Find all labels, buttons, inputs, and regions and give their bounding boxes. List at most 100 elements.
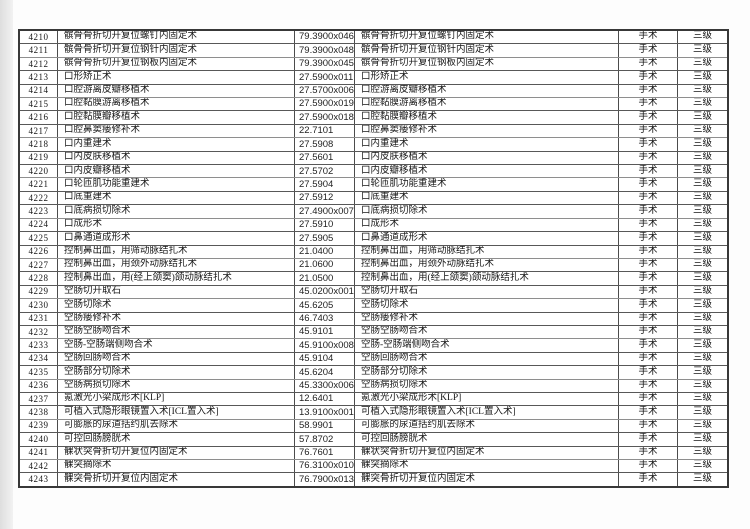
- procedure-name-repeat: 髁突摘除术: [355, 460, 619, 473]
- procedure-code: 45.9100x008: [295, 339, 355, 352]
- level-value: 三级: [692, 312, 712, 323]
- procedure-name: 空肠空肠吻合术: [58, 325, 295, 339]
- category-value: 手术: [619, 98, 678, 111]
- procedure-name: 口底病损切除术: [58, 205, 295, 218]
- row-number: 4220: [20, 165, 58, 178]
- procedure-code: 27.5908: [295, 138, 355, 151]
- level-value: 三级: [692, 460, 712, 471]
- procedure-name: 口内皮瓣移植术: [58, 165, 295, 178]
- level-value: 三级: [692, 219, 712, 230]
- row-number: 4211: [20, 44, 58, 57]
- category-value: 手术: [619, 366, 678, 379]
- category-value: 手术: [619, 44, 678, 57]
- table-row: 4231 空肠瘘修补术 46.7403 空肠瘘修补术 手术 三级: [20, 312, 727, 326]
- category-value: 手术: [619, 392, 678, 406]
- category-value: 手术: [619, 71, 678, 84]
- procedure-name-repeat: 口底重建术: [355, 191, 619, 205]
- procedure-code: 27.5910: [295, 218, 355, 232]
- procedure-code: 27.5702: [295, 165, 355, 178]
- procedure-name-repeat: 口腔黏膜瓣移植术: [355, 111, 619, 124]
- table-row: 4230 空肠切除术 45.6205 空肠切除术 手术 三级: [20, 299, 727, 313]
- level-value: 三级: [692, 259, 712, 270]
- category-value: 手术: [619, 57, 678, 71]
- table-row: 4217 口腔鼻窦瘘修补术 22.7101 口腔鼻窦瘘修补术 手术 三级: [20, 124, 727, 139]
- procedure-code: 22.7101: [295, 124, 355, 138]
- category-value: 手术: [619, 124, 678, 138]
- procedure-code: 76.7900x013: [295, 473, 355, 486]
- procedure-name: 控制鼻出血，用颈外动脉结扎术: [58, 258, 295, 272]
- level-value: 三级: [692, 473, 712, 484]
- category-value: 手术: [619, 473, 678, 486]
- procedure-name-repeat: 控制鼻出血，用筛动脉结扎术: [355, 245, 619, 258]
- table-row: 4220 口内皮瓣移植术 27.5702 口内皮瓣移植术 手术 三级: [20, 165, 727, 179]
- procedure-name-repeat: 口轮匝肌功能重建术: [355, 178, 619, 191]
- procedure-name-repeat: 口底病损切除术: [355, 205, 619, 218]
- procedure-code: 45.0200x001: [295, 285, 355, 299]
- table-row: 4239 可膨胀的尿道括约肌去除术 58.9901 可膨胀的尿道括约肌去除术 手…: [20, 419, 727, 434]
- table-row: 4211 髌骨骨折切开复位钢针内固定术 79.3900x048 髌骨骨折切开复位…: [20, 44, 727, 58]
- level-value: 三级: [692, 245, 712, 256]
- table-row: 4213 口形矫正术 27.5900x011 口形矫正术 手术 三级: [20, 71, 727, 85]
- category-value: 手术: [619, 312, 678, 325]
- procedure-name-repeat: 空肠瘘修补术: [355, 312, 619, 325]
- category-value: 手术: [619, 433, 678, 446]
- row-number: 4231: [20, 312, 58, 325]
- procedure-name: 口成形术: [58, 218, 295, 232]
- procedure-name-repeat: 口内皮肤移植术: [355, 151, 619, 165]
- table-row: 4240 可控回肠膀胱术 57.8702 可控回肠膀胱术 手术 三级: [20, 433, 727, 447]
- procedure-name-repeat: 空肠切除术: [355, 299, 619, 312]
- procedure-name: 口内皮肤移植术: [58, 151, 295, 165]
- table-row: 4223 口底病损切除术 27.4900x007 口底病损切除术 手术 三级: [20, 205, 727, 219]
- row-number: 4239: [20, 419, 58, 433]
- procedure-name: 髌骨骨折切开复位螺钉内固定术: [58, 31, 295, 44]
- category-value: 手术: [619, 272, 678, 285]
- table-row: 4216 口腔黏膜瓣移植术 27.5900x018 口腔黏膜瓣移植术 手术 三级: [20, 111, 727, 125]
- procedure-code: 21.0600: [295, 258, 355, 272]
- procedure-name: 空肠部分切除术: [58, 366, 295, 379]
- category-value: 手术: [619, 285, 678, 299]
- procedure-code: 45.9104: [295, 352, 355, 366]
- row-number: 4212: [20, 57, 58, 71]
- procedure-code: 13.9100x001: [295, 406, 355, 419]
- procedure-name-repeat: 髌骨骨折切开复位钢板内固定术: [355, 57, 619, 71]
- level-value: 三级: [692, 125, 712, 136]
- row-number: 4219: [20, 151, 58, 165]
- row-number: 4228: [20, 272, 58, 285]
- row-number: 4221: [20, 178, 58, 191]
- row-number: 4225: [20, 232, 58, 245]
- level-value: 三级: [692, 393, 712, 404]
- row-number: 4240: [20, 433, 58, 446]
- category-value: 手术: [619, 245, 678, 258]
- procedure-code: 79.3900x046: [295, 31, 355, 44]
- procedure-name-repeat: 口内皮瓣移植术: [355, 165, 619, 178]
- table-row: 4212 髌骨骨折切开复位钢板内固定术 79.3900x045 髌骨骨折切开复位…: [20, 57, 727, 72]
- row-number: 4226: [20, 245, 58, 258]
- table-row: 4218 口内重建术 27.5908 口内重建术 手术 三级: [20, 138, 727, 152]
- procedure-name-repeat: 可膨胀的尿道括约肌去除术: [355, 419, 619, 433]
- level-value: 三级: [692, 192, 712, 203]
- page-left-edge-shadow: [0, 0, 13, 529]
- procedure-name-repeat: 髌骨骨折切开复位螺钉内固定术: [355, 31, 619, 44]
- level-value: 三级: [692, 420, 712, 431]
- procedure-code: 45.3300x006: [295, 379, 355, 392]
- procedure-code: 76.3100x010: [295, 460, 355, 473]
- table-row: 4235 空肠部分切除术 45.6204 空肠部分切除术 手术 三级: [20, 366, 727, 380]
- procedure-code: 76.7601: [295, 446, 355, 459]
- procedure-name: 控制鼻出血，用筛动脉结扎术: [58, 245, 295, 258]
- row-number: 4238: [20, 406, 58, 419]
- procedure-name-repeat: 口腔黏膜游离移植术: [355, 98, 619, 111]
- procedure-code-table: 4210 髌骨骨折切开复位螺钉内固定术 79.3900x046 髌骨骨折切开复位…: [18, 29, 729, 488]
- procedure-name: 口腔黏膜游离移植术: [58, 98, 295, 111]
- category-value: 手术: [619, 232, 678, 245]
- level-value: 三级: [692, 299, 712, 310]
- procedure-name: 髌骨骨折切开复位钢针内固定术: [58, 44, 295, 57]
- procedure-code: 45.6205: [295, 299, 355, 312]
- row-number: 4233: [20, 339, 58, 352]
- level-value: 三级: [692, 98, 712, 109]
- level-value: 三级: [692, 366, 712, 377]
- level-value: 三级: [692, 165, 712, 176]
- procedure-code: 57.8702: [295, 433, 355, 446]
- table-row: 4241 髁状突骨折切开复位内固定术 76.7601 髁状突骨折切开复位内固定术…: [20, 446, 727, 460]
- row-number: 4227: [20, 258, 58, 272]
